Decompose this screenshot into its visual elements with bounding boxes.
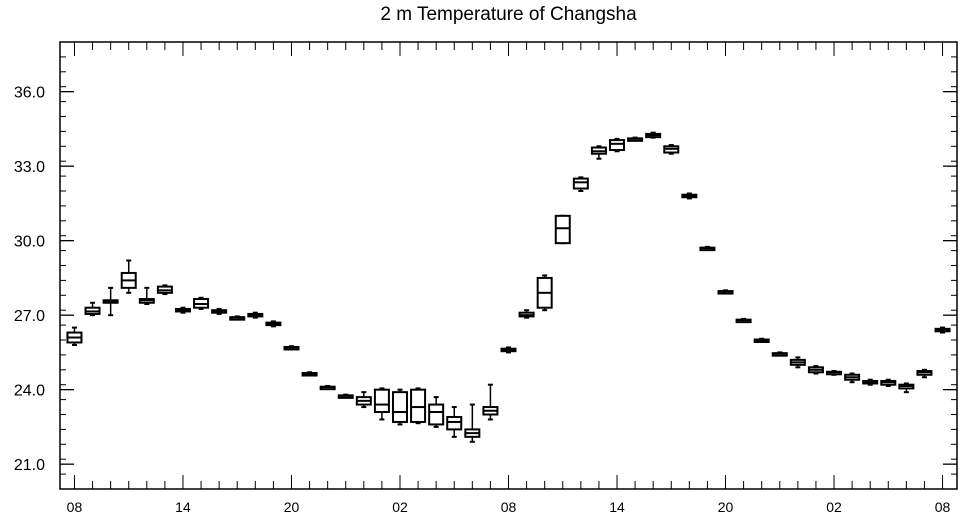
box-mark	[283, 345, 300, 351]
y-tick-label: 33.0	[14, 159, 45, 176]
chart-title: 2 m Temperature of Changsha	[380, 4, 637, 25]
box-series	[66, 131, 951, 443]
x-tick-label: 20	[284, 499, 300, 515]
box-mark	[391, 388, 408, 426]
box-mark	[699, 245, 716, 252]
x-tick-label: 02	[826, 499, 842, 515]
plot-frame	[59, 41, 958, 490]
box-mark	[934, 326, 951, 334]
box-mark	[265, 320, 282, 328]
box-mark	[916, 368, 933, 379]
box-mark	[681, 192, 698, 200]
box-mark	[735, 317, 752, 324]
box-mark	[536, 274, 553, 312]
box-mark	[789, 356, 806, 369]
x-tick-label: 14	[175, 499, 191, 515]
box-mark	[609, 137, 626, 153]
box-mark	[807, 365, 824, 375]
box-mark	[120, 259, 137, 294]
box-mark	[66, 326, 83, 346]
box-mark	[464, 403, 481, 443]
x-tick-label: 14	[609, 499, 625, 515]
box-mark	[319, 384, 336, 391]
box-mark	[211, 307, 228, 315]
x-tick-label: 02	[392, 499, 408, 515]
box-body	[609, 139, 626, 152]
box-mark	[645, 131, 662, 139]
y-tick-label: 36.0	[14, 85, 45, 102]
box-mark	[482, 383, 499, 421]
x-tick-label: 08	[67, 499, 83, 515]
x-tick-label: 20	[718, 499, 734, 515]
box-mark	[428, 396, 445, 428]
x-tick-label: 08	[501, 499, 517, 515]
box-mark	[193, 296, 210, 310]
box-mark	[102, 286, 119, 317]
box-mark	[862, 378, 879, 386]
box-mark	[500, 346, 517, 354]
box-mark	[247, 311, 264, 319]
box-mark	[84, 301, 101, 317]
box-mark	[771, 351, 788, 357]
box-mark	[373, 387, 390, 421]
x-tick-label: 08	[935, 499, 951, 515]
box-mark	[301, 371, 318, 377]
box-body	[410, 388, 427, 423]
box-mark	[880, 378, 897, 387]
box-mark	[174, 306, 191, 314]
box-mark	[156, 284, 173, 296]
box-mark	[446, 406, 463, 438]
y-tick-label: 30.0	[14, 234, 45, 251]
box-mark	[826, 370, 843, 376]
box-body	[572, 177, 589, 190]
y-tick-label: 27.0	[14, 308, 45, 325]
y-tick-label: 24.0	[14, 383, 45, 400]
axis-ticks: 21.0 24.0 27.0 30.0 33.0 36.0 08 14 20 02 08 14 20 02…	[14, 42, 957, 515]
box-body	[446, 415, 463, 431]
box-mark	[138, 286, 155, 305]
box-mark	[590, 145, 607, 160]
box-body	[391, 391, 408, 423]
box-body	[554, 214, 571, 245]
box-mark	[410, 387, 427, 425]
box-mark	[844, 372, 861, 384]
box-body	[428, 403, 445, 426]
box-mark	[753, 337, 770, 344]
box-mark	[554, 214, 571, 245]
box-mark	[898, 382, 915, 394]
box-mark	[572, 176, 589, 192]
box-mark	[627, 136, 644, 142]
box-mark	[717, 289, 734, 295]
box-mark	[663, 144, 680, 155]
box-mark	[229, 315, 246, 321]
box-body	[373, 388, 390, 414]
box-mark	[337, 393, 354, 399]
box-mark	[355, 391, 372, 409]
box-mark	[518, 309, 535, 319]
y-tick-label: 21.0	[14, 457, 45, 474]
